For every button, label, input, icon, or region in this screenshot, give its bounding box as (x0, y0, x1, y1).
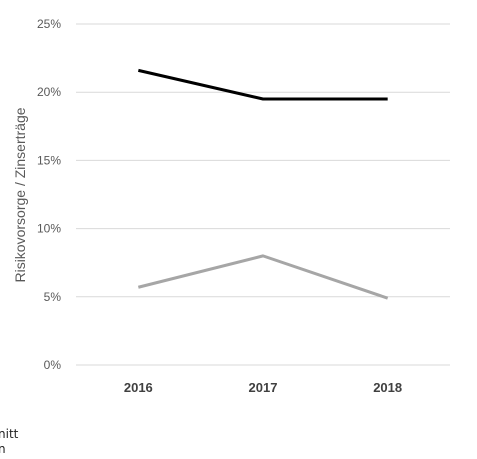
y-tick-label: 5% (44, 290, 62, 304)
y-tick-label: 25% (37, 17, 61, 31)
legend-fragment-1: nitt (0, 427, 19, 441)
x-tick-labels: 2016 2017 2018 (124, 380, 402, 395)
gridlines (76, 23, 450, 366)
series-line-2 (137, 254, 389, 300)
y-tick-label: 20% (37, 85, 61, 99)
y-axis-title: Risikovorsorge / Zinserträge (12, 107, 28, 282)
x-tick-label: 2018 (373, 380, 402, 395)
x-tick-label: 2017 (249, 380, 278, 395)
y-tick-labels: 0% 5% 10% 15% 20% 25% (37, 17, 61, 372)
y-tick-label: 10% (37, 222, 61, 236)
x-tick-label: 2016 (124, 380, 153, 395)
series-lines (137, 68, 389, 300)
y-tick-label: 15% (37, 153, 61, 167)
legend-fragment-2: n (0, 442, 6, 456)
y-tick-label: 0% (44, 358, 62, 372)
series-line-1 (137, 68, 388, 101)
